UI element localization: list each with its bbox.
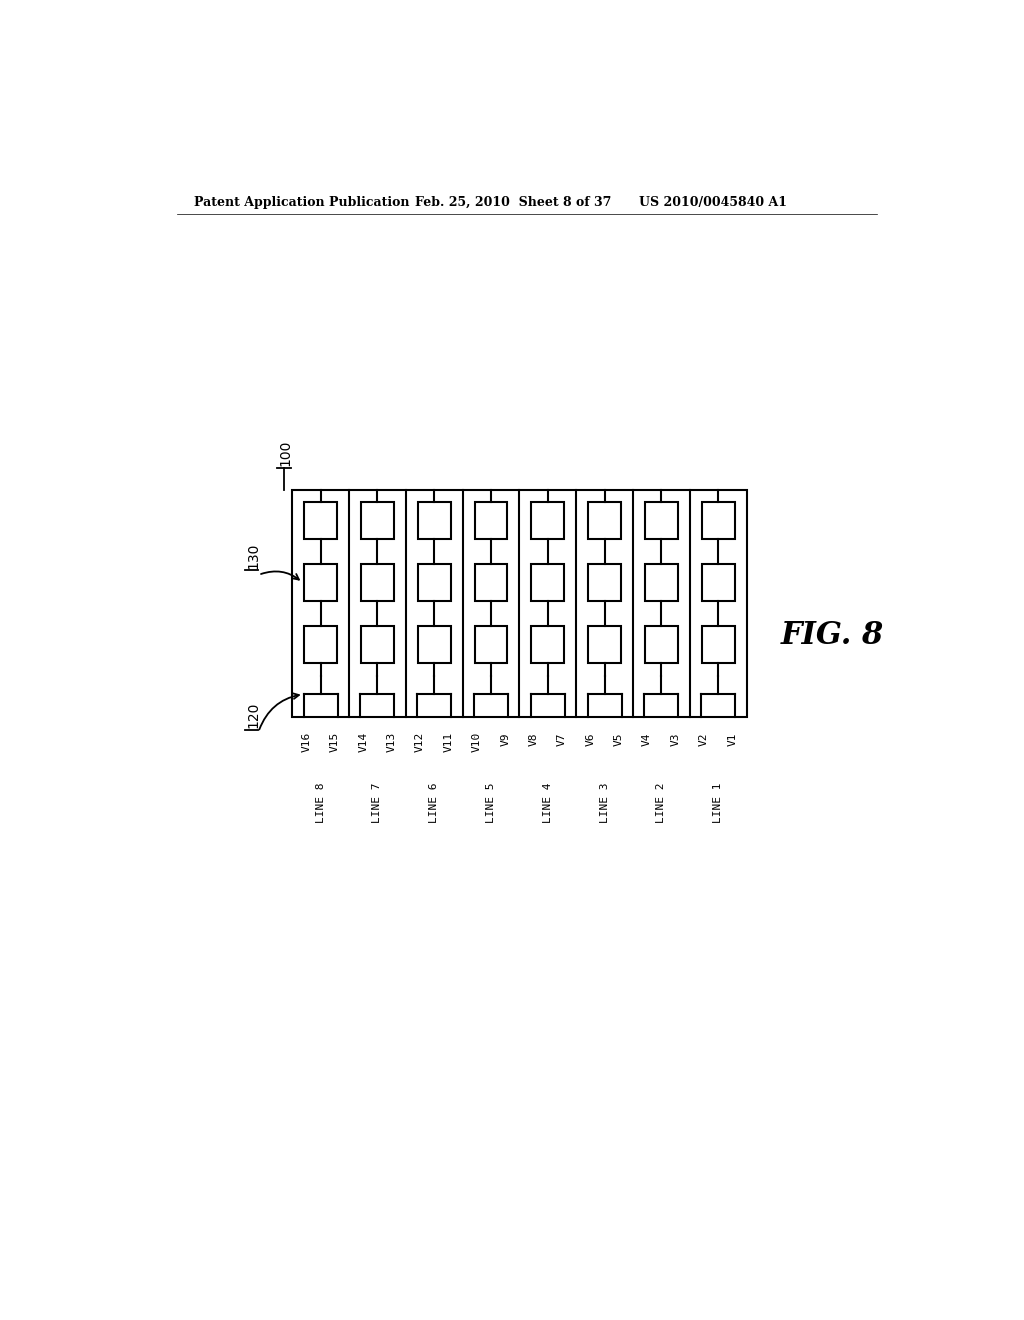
Bar	[645, 626, 678, 664]
Text: Patent Application Publication: Patent Application Publication	[195, 195, 410, 209]
Bar	[588, 502, 622, 539]
Text: V9: V9	[500, 733, 510, 746]
Bar	[645, 502, 678, 539]
Bar	[474, 564, 508, 601]
Text: V14: V14	[358, 733, 369, 752]
Text: LINE 3: LINE 3	[600, 781, 609, 822]
Text: V3: V3	[671, 733, 681, 746]
Bar	[418, 502, 451, 539]
Text: V12: V12	[415, 733, 425, 752]
Bar	[645, 564, 678, 601]
Text: V7: V7	[557, 733, 567, 746]
Text: 120: 120	[246, 702, 260, 729]
Bar	[304, 626, 337, 664]
Bar	[588, 564, 622, 601]
Text: V1: V1	[727, 733, 737, 746]
Text: LINE 7: LINE 7	[373, 781, 382, 822]
Text: US 2010/0045840 A1: US 2010/0045840 A1	[639, 195, 786, 209]
Text: 100: 100	[279, 440, 293, 466]
Text: LINE 6: LINE 6	[429, 781, 439, 822]
Text: V5: V5	[613, 733, 624, 746]
Text: V10: V10	[472, 733, 482, 752]
Bar	[701, 564, 734, 601]
Bar	[474, 502, 508, 539]
Text: V2: V2	[699, 733, 709, 746]
Text: FIG. 8: FIG. 8	[781, 620, 885, 651]
Text: 130: 130	[246, 543, 260, 569]
Bar	[304, 564, 337, 601]
Bar	[418, 564, 451, 601]
Bar	[701, 502, 734, 539]
Text: V4: V4	[642, 733, 652, 746]
Text: V8: V8	[528, 733, 539, 746]
Bar	[361, 502, 394, 539]
Bar	[531, 626, 564, 664]
Bar	[292, 490, 746, 717]
Bar	[361, 564, 394, 601]
Text: Feb. 25, 2010  Sheet 8 of 37: Feb. 25, 2010 Sheet 8 of 37	[416, 195, 611, 209]
Text: LINE 8: LINE 8	[315, 781, 326, 822]
Bar	[701, 626, 734, 664]
Text: LINE 2: LINE 2	[656, 781, 667, 822]
Text: V11: V11	[443, 733, 454, 752]
Text: V13: V13	[387, 733, 396, 752]
Bar	[361, 626, 394, 664]
Bar	[418, 626, 451, 664]
Text: LINE 4: LINE 4	[543, 781, 553, 822]
Bar	[531, 564, 564, 601]
Bar	[474, 626, 508, 664]
Bar	[304, 502, 337, 539]
Bar	[588, 626, 622, 664]
Text: LINE 5: LINE 5	[486, 781, 496, 822]
Text: V16: V16	[301, 733, 311, 752]
Bar	[531, 502, 564, 539]
Text: V15: V15	[330, 733, 340, 752]
Text: V6: V6	[586, 733, 595, 746]
Text: LINE 1: LINE 1	[713, 781, 723, 822]
